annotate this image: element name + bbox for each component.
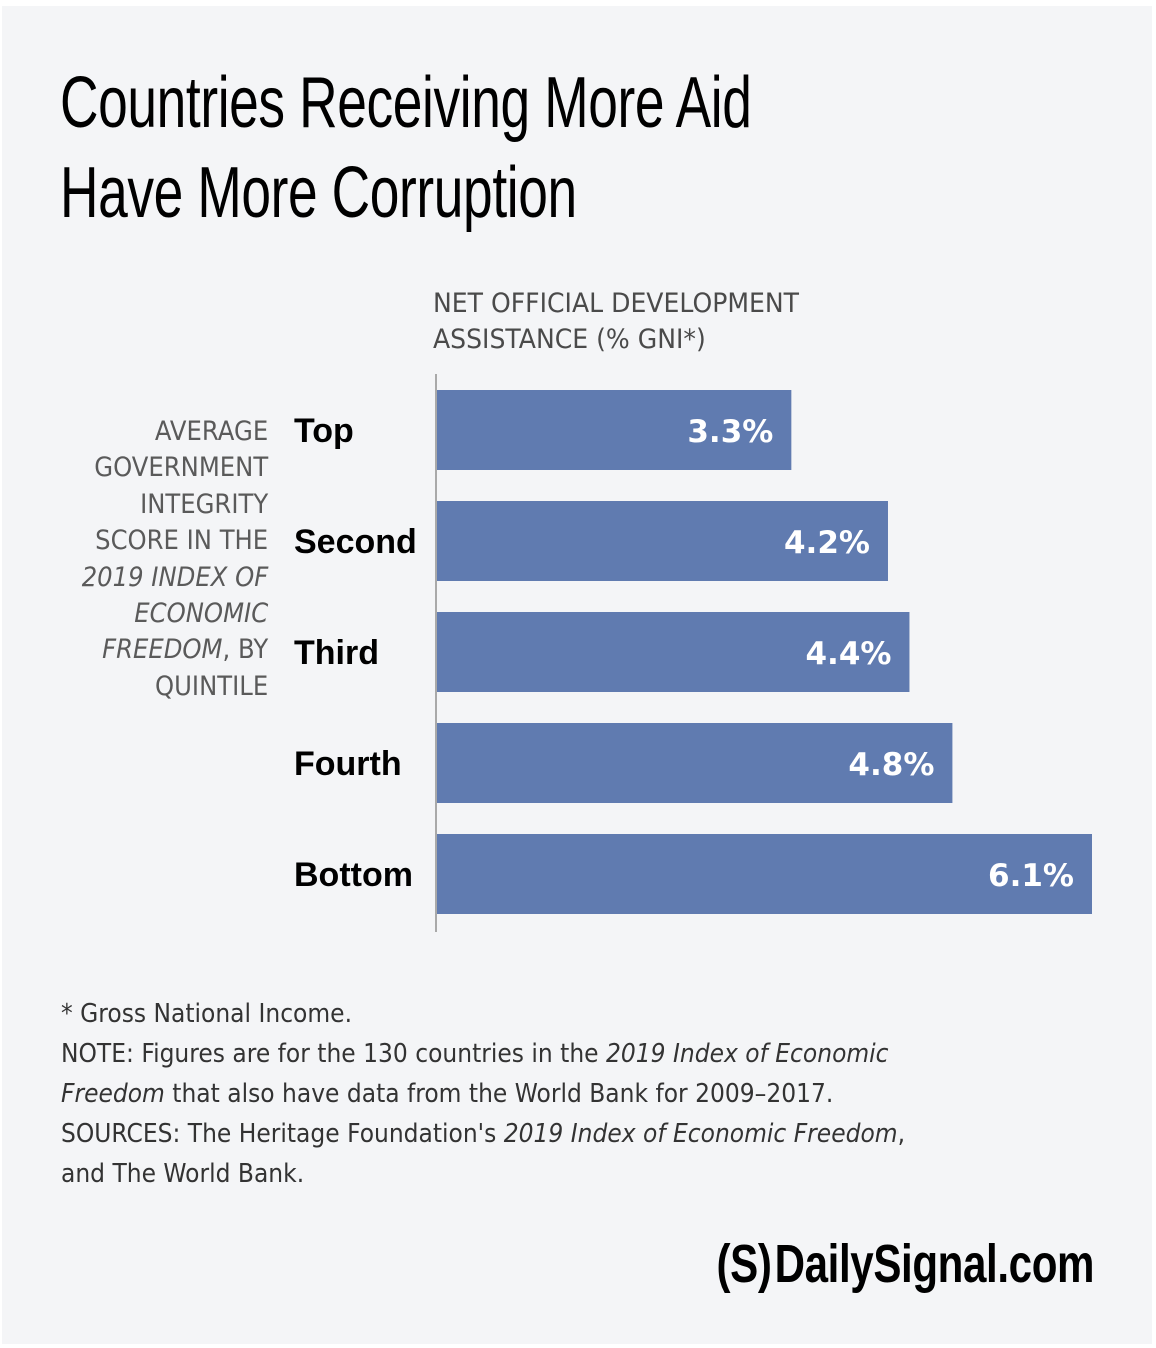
bar-value-label: 6.1% (988, 858, 1074, 894)
chart-title-line-2: Have More Corruption (60, 153, 577, 233)
x-axis-title: NET OFFICIAL DEVELOPMENT ASSISTANCE (% G… (433, 286, 799, 358)
brand-footer: (S)DailySignal.com (716, 1232, 1094, 1296)
y-axis-title-line: GOVERNMENT (94, 452, 268, 484)
bar-third (437, 612, 910, 692)
sources-text: SOURCES: The Heritage Foundation's (61, 1119, 504, 1149)
y-axis-title-line: ECONOMIC (82, 596, 268, 632)
note-italic: 2019 Index of Economic (606, 1039, 889, 1069)
note-text: NOTE: Figures are for the 130 countries … (61, 1039, 607, 1069)
category-label: Third (294, 634, 379, 672)
y-axis-title-line: SCORE IN THE (94, 525, 268, 557)
y-axis-title-line: INTEGRITY (139, 488, 268, 520)
bar-fourth (437, 723, 953, 803)
y-axis-title-italic: 2019 INDEX OF (81, 561, 268, 593)
daily-signal-logo-icon: (S) (716, 1234, 772, 1294)
y-axis-title-text: , BY (222, 634, 268, 666)
bar-value-label: 4.2% (784, 525, 870, 561)
y-axis-title-line: AVERAGE (154, 416, 268, 447)
x-axis-title-line-1: NET OFFICIAL DEVELOPMENT (433, 288, 800, 319)
sources-line-2: and The World Bank. (61, 1159, 305, 1189)
sources-text: , (897, 1119, 906, 1149)
bar-value-label: 4.8% (848, 747, 934, 783)
category-label: Top (294, 412, 354, 450)
footnote: * Gross National Income. (61, 999, 353, 1029)
note-line-1: NOTE: Figures are for the 130 countries … (61, 1034, 905, 1074)
y-axis-title-italic: FREEDOM (101, 634, 223, 666)
note-text: that also have data from the World Bank … (164, 1079, 834, 1109)
x-axis-title-line-2: ASSISTANCE (% GNI*) (433, 324, 706, 355)
sources-italic: 2019 Index of Economic Freedom (503, 1119, 898, 1149)
y-axis-title-line: QUINTILE (154, 670, 268, 702)
category-label: Bottom (294, 856, 413, 894)
chart-title-line-1: Countries Receiving More Aid (60, 63, 752, 143)
chart-notes: * Gross National Income. NOTE: Figures a… (61, 994, 905, 1194)
bar-value-label: 4.4% (805, 636, 891, 672)
y-axis-title: AVERAGE GOVERNMENT INTEGRITY SCORE IN TH… (61, 414, 268, 705)
note-line-2: Freedom that also have data from the Wor… (61, 1074, 905, 1114)
bar-second (437, 501, 888, 581)
bar-top (437, 390, 792, 470)
y-axis-title-italic: ECONOMIC (134, 598, 268, 630)
bar-chart: 3.3% Top 4.2% Second 4.4% Third 4.8% Fourth 6.1%… (294, 374, 1092, 932)
bar-value-label: 3.3% (687, 414, 773, 450)
brand-name: DailySignal.com (774, 1234, 1094, 1294)
bar-bottom (437, 834, 1092, 914)
note-italic: Freedom (61, 1079, 165, 1109)
y-axis-title-line: FREEDOM, BY (82, 632, 268, 668)
sources-line-1: SOURCES: The Heritage Foundation's 2019 … (61, 1114, 905, 1154)
category-label: Second (294, 523, 417, 561)
category-label: Fourth (294, 745, 402, 783)
y-axis-title-line: 2019 INDEX OF (82, 560, 268, 596)
chart-title: Countries Receiving More Aid Have More C… (60, 58, 752, 238)
